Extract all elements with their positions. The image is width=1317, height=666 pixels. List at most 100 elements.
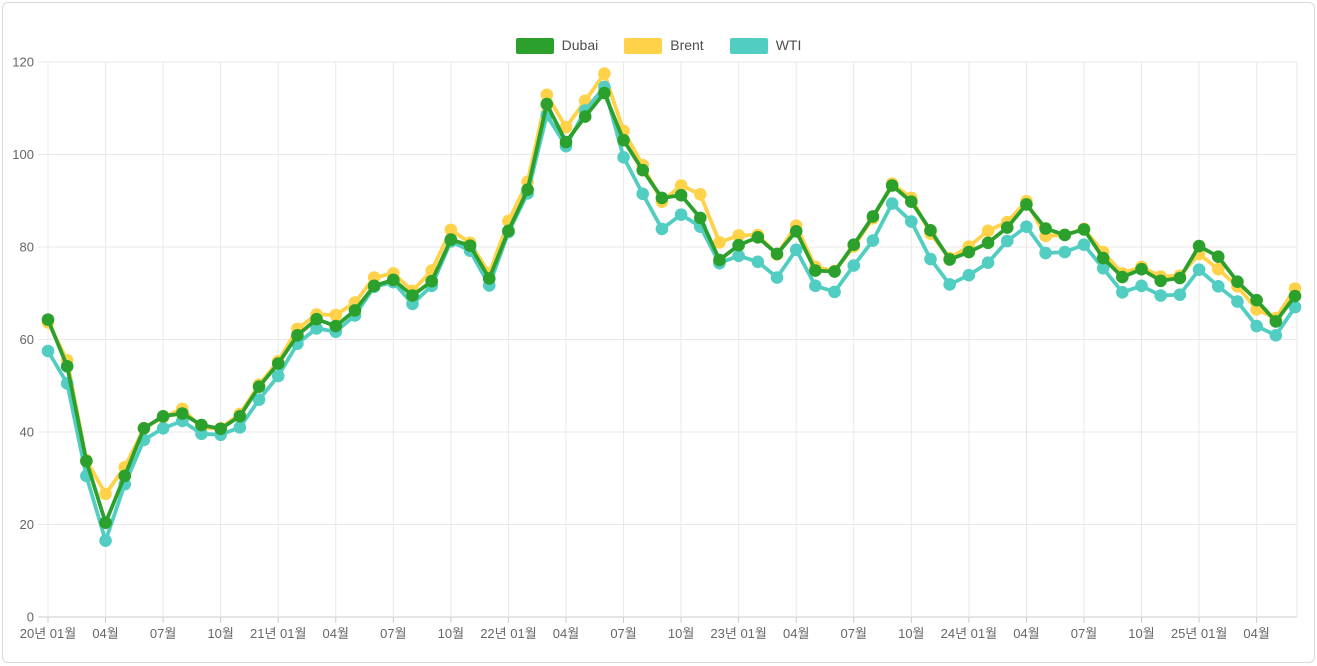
data-point-dubai[interactable]	[137, 422, 151, 435]
data-point-dubai[interactable]	[713, 253, 726, 267]
data-point-brent[interactable]	[674, 179, 688, 192]
data-point-wti[interactable]	[905, 215, 918, 228]
data-point-wti[interactable]	[962, 268, 976, 282]
data-point-brent[interactable]	[99, 487, 112, 501]
data-point-wti[interactable]	[655, 222, 669, 236]
data-point-brent[interactable]	[713, 236, 726, 249]
data-point-dubai[interactable]	[1269, 315, 1283, 328]
data-point-wti[interactable]	[1192, 263, 1206, 276]
data-point-wti[interactable]	[828, 285, 841, 299]
data-point-wti[interactable]	[252, 393, 266, 406]
data-point-wti[interactable]	[1058, 245, 1072, 259]
data-point-brent[interactable]	[1211, 262, 1225, 276]
data-point-dubai[interactable]	[905, 195, 918, 208]
data-point-wti[interactable]	[156, 422, 170, 435]
data-point-wti[interactable]	[271, 369, 285, 383]
data-point-wti[interactable]	[1039, 246, 1052, 260]
data-point-dubai[interactable]	[1039, 222, 1052, 235]
data-point-wti[interactable]	[617, 150, 630, 164]
data-point-wti[interactable]	[1077, 238, 1091, 251]
data-point-dubai[interactable]	[310, 312, 323, 326]
data-point-dubai[interactable]	[981, 236, 995, 250]
data-point-dubai[interactable]	[195, 418, 208, 432]
data-point-dubai[interactable]	[521, 183, 534, 196]
data-point-dubai[interactable]	[118, 469, 132, 483]
data-point-dubai[interactable]	[789, 224, 803, 238]
data-point-wti[interactable]	[1269, 329, 1283, 342]
data-point-dubai[interactable]	[962, 245, 976, 259]
series-brent[interactable]	[41, 67, 1302, 501]
data-point-dubai[interactable]	[406, 289, 419, 302]
data-point-wti[interactable]	[847, 259, 861, 272]
data-point-brent[interactable]	[329, 308, 343, 322]
data-point-brent[interactable]	[444, 223, 458, 237]
data-point-dubai[interactable]	[866, 210, 880, 223]
data-point-dubai[interactable]	[291, 329, 304, 342]
data-point-dubai[interactable]	[1288, 289, 1302, 303]
data-point-wti[interactable]	[866, 234, 880, 247]
data-point-wti[interactable]	[1173, 288, 1187, 301]
data-point-dubai[interactable]	[348, 304, 362, 317]
data-point-wti[interactable]	[1116, 286, 1129, 299]
data-point-wti[interactable]	[674, 208, 688, 221]
data-point-wti[interactable]	[99, 534, 112, 547]
data-point-dubai[interactable]	[943, 253, 956, 266]
data-point-dubai[interactable]	[502, 224, 515, 238]
data-point-dubai[interactable]	[271, 357, 285, 370]
data-point-wti[interactable]	[1211, 280, 1225, 293]
data-point-dubai[interactable]	[1135, 262, 1148, 276]
data-point-wti[interactable]	[1020, 220, 1033, 233]
data-point-dubai[interactable]	[482, 272, 496, 285]
legend-item-brent[interactable]: Brent	[624, 37, 704, 54]
data-point-wti[interactable]	[809, 279, 822, 293]
data-point-dubai[interactable]	[233, 409, 247, 423]
data-point-wti[interactable]	[1135, 279, 1148, 293]
data-point-dubai[interactable]	[1116, 270, 1129, 284]
data-point-dubai[interactable]	[559, 135, 573, 149]
data-point-dubai[interactable]	[1231, 275, 1244, 288]
data-point-wti[interactable]	[233, 421, 247, 434]
data-point-wti[interactable]	[1250, 319, 1263, 333]
data-point-wti[interactable]	[770, 271, 784, 284]
data-point-dubai[interactable]	[156, 409, 170, 423]
data-point-dubai[interactable]	[1173, 271, 1187, 285]
data-point-wti[interactable]	[195, 427, 208, 441]
data-point-dubai[interactable]	[1000, 221, 1014, 234]
data-point-dubai[interactable]	[41, 313, 55, 326]
data-point-dubai[interactable]	[809, 264, 822, 277]
data-point-wti[interactable]	[924, 252, 937, 266]
data-point-brent[interactable]	[732, 229, 745, 242]
data-point-brent[interactable]	[693, 187, 707, 201]
data-point-brent[interactable]	[981, 224, 995, 238]
data-point-dubai[interactable]	[444, 233, 458, 246]
data-point-dubai[interactable]	[1077, 223, 1091, 236]
data-point-dubai[interactable]	[674, 188, 688, 202]
data-point-dubai[interactable]	[1192, 239, 1206, 253]
data-point-dubai[interactable]	[770, 247, 784, 261]
data-point-dubai[interactable]	[1058, 228, 1072, 242]
data-point-dubai[interactable]	[387, 273, 400, 287]
data-point-dubai[interactable]	[578, 110, 592, 123]
data-point-dubai[interactable]	[924, 224, 937, 237]
data-point-dubai[interactable]	[732, 238, 745, 252]
data-point-wti[interactable]	[1096, 261, 1110, 275]
legend-item-dubai[interactable]: Dubai	[515, 37, 598, 54]
data-point-wti[interactable]	[1000, 234, 1014, 248]
data-point-wti[interactable]	[981, 256, 995, 270]
data-point-dubai[interactable]	[655, 191, 669, 205]
data-point-brent[interactable]	[559, 120, 573, 134]
data-point-dubai[interactable]	[751, 230, 765, 244]
data-point-dubai[interactable]	[60, 360, 74, 373]
data-point-dubai[interactable]	[214, 422, 227, 436]
data-point-wti[interactable]	[789, 243, 803, 257]
data-point-wti[interactable]	[885, 197, 899, 210]
data-point-dubai[interactable]	[828, 265, 841, 278]
data-point-dubai[interactable]	[1020, 198, 1033, 211]
data-point-dubai[interactable]	[598, 86, 611, 100]
data-point-brent[interactable]	[598, 67, 611, 80]
legend-item-wti[interactable]: WTI	[729, 37, 801, 54]
data-point-dubai[interactable]	[693, 211, 707, 225]
data-point-dubai[interactable]	[80, 454, 93, 468]
data-point-dubai[interactable]	[99, 516, 112, 529]
